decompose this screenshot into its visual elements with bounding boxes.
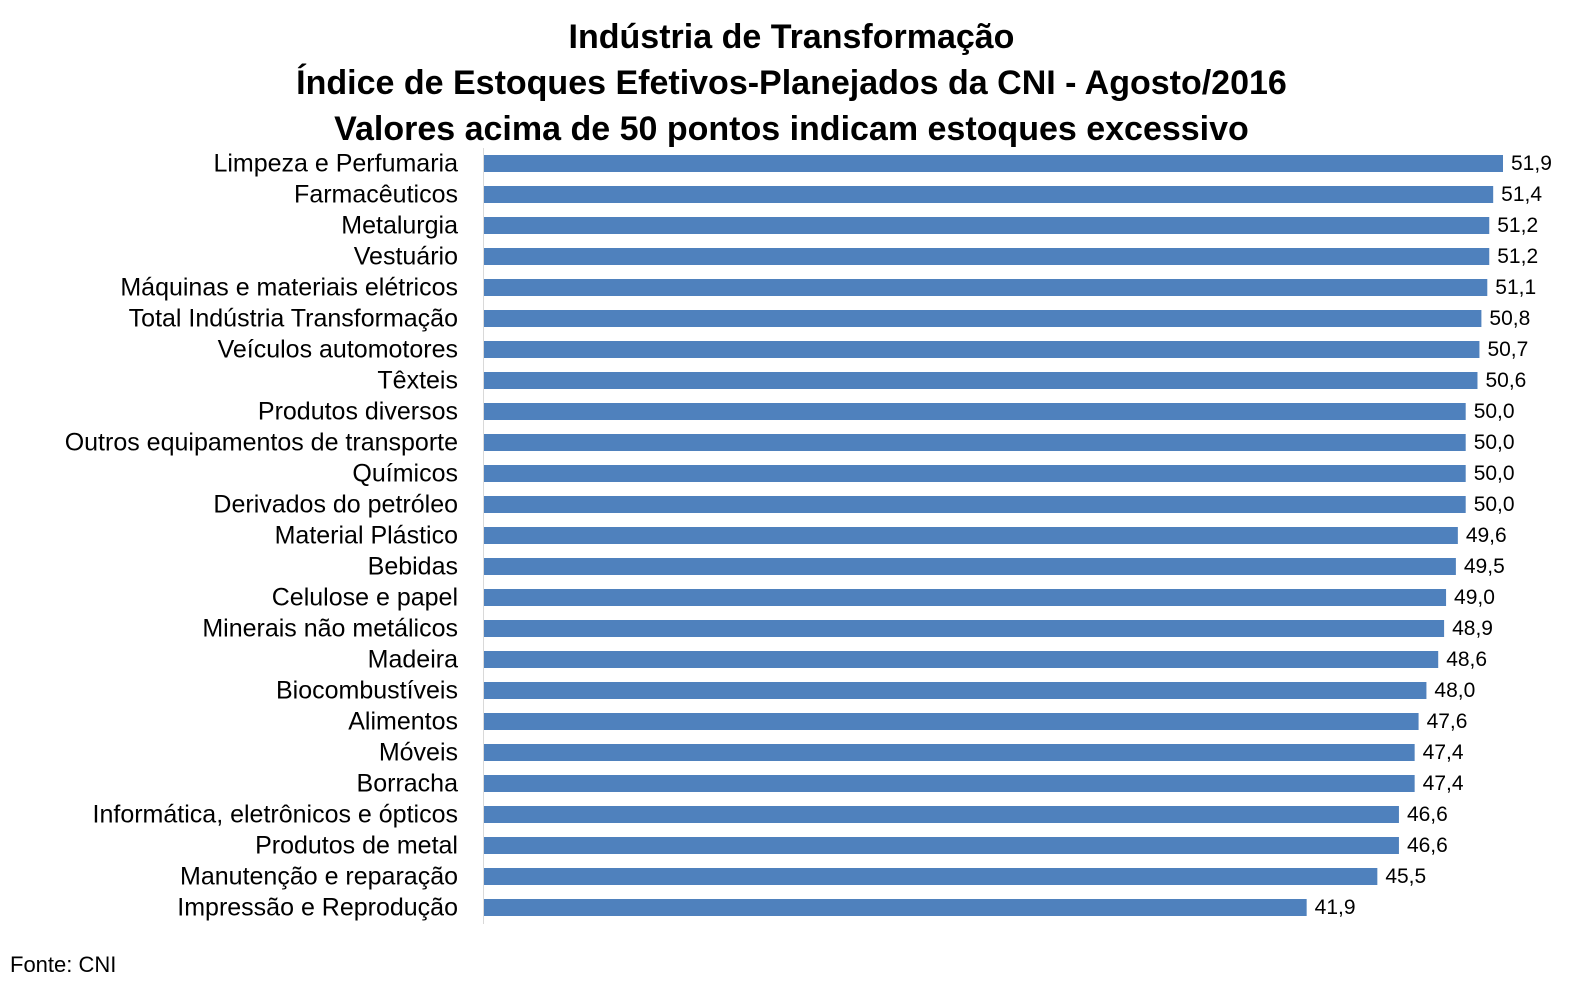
bar xyxy=(484,465,1466,482)
bar xyxy=(484,744,1415,761)
chart-title: Indústria de Transformação Índice de Est… xyxy=(0,14,1583,152)
data-label: 50,7 xyxy=(1487,338,1528,361)
bar xyxy=(484,589,1447,606)
category-label: Alimentos xyxy=(348,708,458,736)
category-label: Madeira xyxy=(368,646,458,674)
category-label: Celulose e papel xyxy=(272,584,458,612)
data-label: 50,0 xyxy=(1474,400,1515,423)
bar xyxy=(484,868,1378,885)
bar xyxy=(484,651,1439,668)
data-label: 51,1 xyxy=(1495,276,1536,299)
data-label: 50,0 xyxy=(1474,431,1515,454)
category-label: Outros equipamentos de transporte xyxy=(65,429,458,457)
category-label: Manutenção e reparação xyxy=(180,863,458,891)
data-label: 49,6 xyxy=(1466,524,1507,547)
bar xyxy=(484,620,1445,637)
bar xyxy=(484,775,1415,792)
category-label: Móveis xyxy=(379,739,458,767)
chart-title-line-3: Valores acima de 50 pontos indicam estoq… xyxy=(334,110,1249,148)
bar xyxy=(484,155,1503,172)
bar xyxy=(484,341,1480,358)
bar xyxy=(484,434,1466,451)
data-label: 46,6 xyxy=(1407,803,1448,826)
category-label: Produtos de metal xyxy=(255,832,458,860)
data-label: 51,2 xyxy=(1497,245,1538,268)
bar xyxy=(484,217,1490,234)
data-label: 48,6 xyxy=(1446,648,1487,671)
category-label: Impressão e Reprodução xyxy=(177,894,458,922)
bar xyxy=(484,186,1494,203)
category-label: Borracha xyxy=(357,770,459,798)
category-label: Máquinas e materiais elétricos xyxy=(120,274,458,302)
category-label: Material Plástico xyxy=(275,522,458,550)
data-label: 49,0 xyxy=(1454,586,1495,609)
bar xyxy=(484,372,1478,389)
chart-title-line-1: Indústria de Transformação xyxy=(568,18,1015,56)
data-label: 48,9 xyxy=(1452,617,1493,640)
category-label: Limpeza e Perfumaria xyxy=(213,150,458,178)
source-note: Fonte: CNI xyxy=(10,952,117,977)
data-label: 51,4 xyxy=(1501,183,1542,206)
bar xyxy=(484,279,1488,296)
data-label: 48,0 xyxy=(1434,679,1475,702)
data-label: 45,5 xyxy=(1385,865,1426,888)
bar xyxy=(484,248,1490,265)
category-label: Produtos diversos xyxy=(258,398,458,426)
data-label: 50,0 xyxy=(1474,493,1515,516)
data-label: 49,5 xyxy=(1464,555,1505,578)
data-label: 41,9 xyxy=(1315,896,1356,919)
bar xyxy=(484,837,1399,854)
data-label: 47,4 xyxy=(1423,741,1464,764)
category-label: Bebidas xyxy=(368,553,458,581)
bar xyxy=(484,682,1427,699)
data-label: 51,2 xyxy=(1497,214,1538,237)
data-label: 47,6 xyxy=(1427,710,1468,733)
bar xyxy=(484,403,1466,420)
category-label: Veículos automotores xyxy=(218,336,458,364)
bar xyxy=(484,713,1419,730)
bar xyxy=(484,899,1307,916)
category-label: Derivados do petróleo xyxy=(213,491,458,519)
category-label: Informática, eletrônicos e ópticos xyxy=(93,801,458,829)
category-label: Metalurgia xyxy=(341,212,458,240)
data-label: 50,8 xyxy=(1489,307,1530,330)
bar xyxy=(484,558,1456,575)
data-label: 50,6 xyxy=(1485,369,1526,392)
bar xyxy=(484,806,1399,823)
category-label: Minerais não metálicos xyxy=(202,615,458,643)
bar xyxy=(484,496,1466,513)
chart-title-line-2: Índice de Estoques Efetivos-Planejados d… xyxy=(296,64,1287,102)
category-label: Farmacêuticos xyxy=(294,181,458,209)
data-label: 50,0 xyxy=(1474,462,1515,485)
category-label: Total Indústria Transformação xyxy=(129,305,458,333)
category-label: Biocombustíveis xyxy=(276,677,458,705)
category-label: Químicos xyxy=(352,460,458,488)
category-label: Têxteis xyxy=(377,367,458,395)
data-label: 51,9 xyxy=(1511,152,1552,175)
bar xyxy=(484,310,1482,327)
data-label: 46,6 xyxy=(1407,834,1448,857)
data-label: 47,4 xyxy=(1423,772,1464,795)
category-label: Vestuário xyxy=(354,243,458,271)
bar xyxy=(484,527,1458,544)
